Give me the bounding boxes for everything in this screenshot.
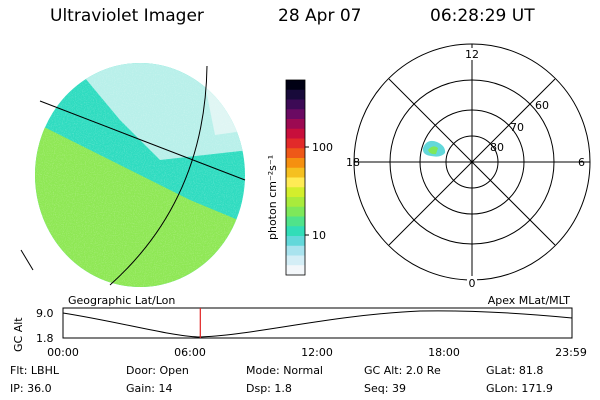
status-mode-label: Mode: [246, 364, 280, 377]
timeline-ylabel: GC Alt [12, 317, 25, 352]
colorbar-segment [286, 245, 305, 256]
colorbar-label-100: 100 [312, 141, 333, 154]
status-mode: Mode: Normal [246, 364, 323, 377]
colorbar-segment [286, 89, 305, 100]
timeline-right-label: Apex MLat/MLT [488, 294, 571, 307]
colorbar-segment [286, 177, 305, 188]
status-ip-label: IP: [10, 382, 24, 395]
status-seq-value: 39 [391, 382, 406, 395]
timeline-xtick-1: 06:00 [174, 346, 206, 359]
status-gain: Gain: 14 [126, 382, 173, 395]
colorbar-segment [286, 206, 305, 217]
colorbar-segment [286, 167, 305, 178]
status-ip: IP: 36.0 [10, 382, 52, 395]
status-gc-alt-label: GC Alt: [364, 364, 403, 377]
colorbar-segment [286, 119, 305, 130]
terminator-line [39, 100, 246, 181]
colorbar-segment [286, 109, 305, 120]
app-title: Ultraviolet Imager [50, 6, 204, 26]
colorbar: 100 10 photon cm⁻²s⁻¹ [266, 79, 333, 276]
status-filter-label: Flt: [10, 364, 28, 377]
earth-image [20, 63, 246, 287]
colorbar-segment [286, 80, 305, 91]
timeline-xtick-3: 18:00 [428, 346, 460, 359]
status-door: Door: Open [126, 364, 189, 377]
timeline-xtick-0: 00:00 [47, 346, 79, 359]
status-glon-label: GLon: [486, 382, 518, 395]
status-gc-alt-value: 2.0 Re [405, 364, 441, 377]
mlat-label-70: 70 [510, 121, 524, 134]
polar-plot: 12 0 18 6 80 70 60 [346, 43, 591, 290]
aurora-patch-core [428, 146, 438, 155]
mlat-label-80: 80 [490, 141, 504, 154]
status-glat: GLat: 81.8 [486, 364, 543, 377]
colorbar-segment [286, 265, 305, 276]
mlat-label-60: 60 [535, 99, 549, 112]
timeline-xtick-2: 12:00 [301, 346, 333, 359]
status-dsp-label: Dsp: [246, 382, 271, 395]
colorbar-segment [286, 187, 305, 198]
altitude-timeline: Geographic Lat/Lon Apex MLat/MLT GC Alt … [12, 294, 587, 359]
status-glon-value: 171.9 [521, 382, 553, 395]
timeline-xtick-4: 23:59 [555, 346, 587, 359]
status-glat-value: 81.8 [518, 364, 544, 377]
globe-noise [35, 63, 245, 287]
polar-diagonal-2 [388, 78, 556, 246]
status-glon: GLon: 171.9 [486, 382, 553, 395]
header-date: 28 Apr 07 [278, 6, 362, 26]
status-mode-value: Normal [283, 364, 323, 377]
altitude-curve [62, 310, 573, 338]
colorbar-unit-label: photon cm⁻²s⁻¹ [266, 155, 279, 240]
timeline-left-label: Geographic Lat/Lon [68, 294, 175, 307]
colorbar-segment [286, 236, 305, 247]
status-ip-value: 36.0 [27, 382, 52, 395]
label-bg-0 [467, 276, 477, 288]
mlt-label-12: 12 [465, 48, 479, 61]
status-dsp: Dsp: 1.8 [246, 382, 292, 395]
status-gc-alt: GC Alt: 2.0 Re [364, 364, 441, 377]
colorbar-segment [286, 216, 305, 227]
colorbar-segment [286, 226, 305, 237]
colorbar-segment [286, 197, 305, 208]
colorbar-segment [286, 255, 305, 266]
status-door-label: Door: [126, 364, 156, 377]
colorbar-segment [286, 148, 305, 159]
status-glat-label: GLat: [486, 364, 516, 377]
colorbar-frame [285, 79, 306, 276]
orientation-tick [20, 249, 34, 271]
label-bg-12 [466, 48, 478, 60]
status-seq-label: Seq: [364, 382, 389, 395]
timeline-ytick-min: 1.8 [36, 332, 54, 345]
status-seq: Seq: 39 [364, 382, 406, 395]
colorbar-segment [286, 158, 305, 169]
mlt-label-18: 18 [346, 156, 360, 169]
meridian-curve [109, 65, 208, 286]
status-dsp-value: 1.8 [274, 382, 292, 395]
header-time: 06:28:29 UT [430, 6, 535, 26]
timeline-ytick-max: 9.0 [36, 307, 54, 320]
status-filter: Flt: LBHL [10, 364, 59, 377]
status-gain-label: Gain: [126, 382, 155, 395]
status-gain-value: 14 [158, 382, 173, 395]
timeline-frame [62, 307, 573, 339]
status-door-value: Open [159, 364, 189, 377]
colorbar-segment [286, 138, 305, 149]
mlt-label-6: 6 [578, 156, 585, 169]
colorbar-segment [286, 128, 305, 139]
colorbar-label-10: 10 [312, 229, 326, 242]
mlt-label-0: 0 [469, 277, 476, 290]
colorbar-segment [286, 99, 305, 110]
status-filter-value: LBHL [30, 364, 59, 377]
